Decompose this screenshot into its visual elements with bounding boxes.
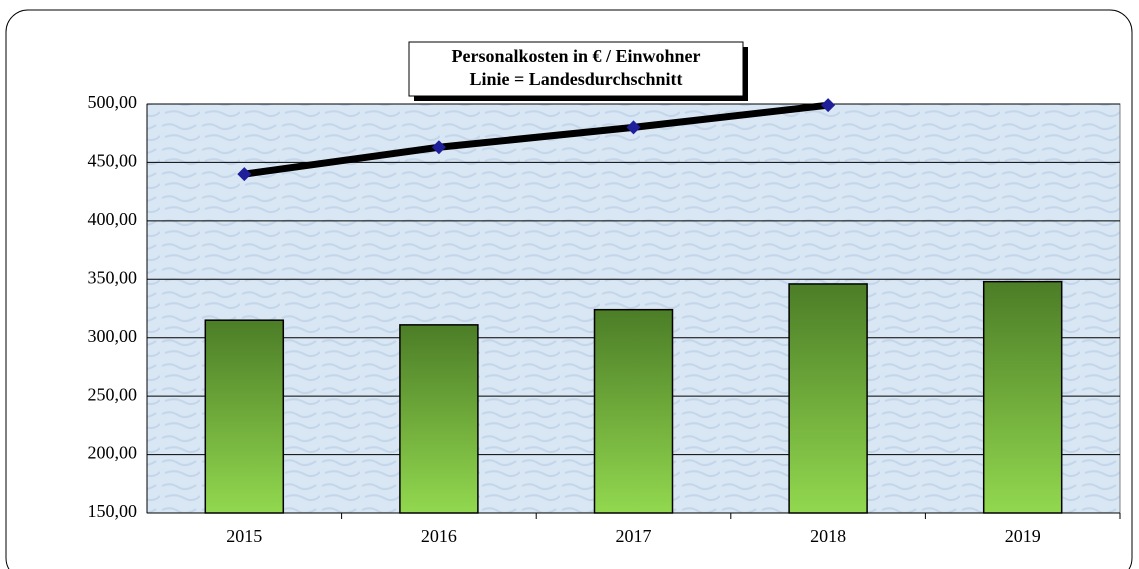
- line-marker: [431, 140, 446, 155]
- chart-title: Personalkosten in € / Einwohner: [451, 46, 700, 66]
- y-tick-label: 500,00: [88, 92, 138, 112]
- x-tick-label: 2017: [616, 526, 652, 546]
- bar: [204, 319, 285, 514]
- bar: [593, 308, 674, 514]
- y-tick-label: 400,00: [88, 209, 138, 229]
- y-tick-label: 200,00: [88, 443, 138, 463]
- y-tick-label: 150,00: [88, 501, 138, 521]
- bar: [399, 324, 479, 514]
- x-tick-label: 2016: [421, 526, 457, 546]
- bar: [788, 283, 868, 514]
- chart-subtitle: Linie = Landesdurchschnitt: [470, 69, 683, 89]
- line: [243, 101, 829, 178]
- title-box: [408, 41, 744, 97]
- y-tick-label: 250,00: [88, 384, 138, 404]
- line-marker: [821, 98, 836, 113]
- x-tick-label: 2019: [1005, 526, 1041, 546]
- y-tick-label: 450,00: [88, 151, 138, 171]
- x-tick-label: 2018: [810, 526, 846, 546]
- bar: [982, 280, 1063, 514]
- y-tick-label: 350,00: [88, 267, 138, 287]
- line-marker: [626, 120, 641, 135]
- line-marker: [237, 167, 252, 182]
- y-tick-label: 300,00: [88, 326, 138, 346]
- x-tick-label: 2015: [226, 526, 262, 546]
